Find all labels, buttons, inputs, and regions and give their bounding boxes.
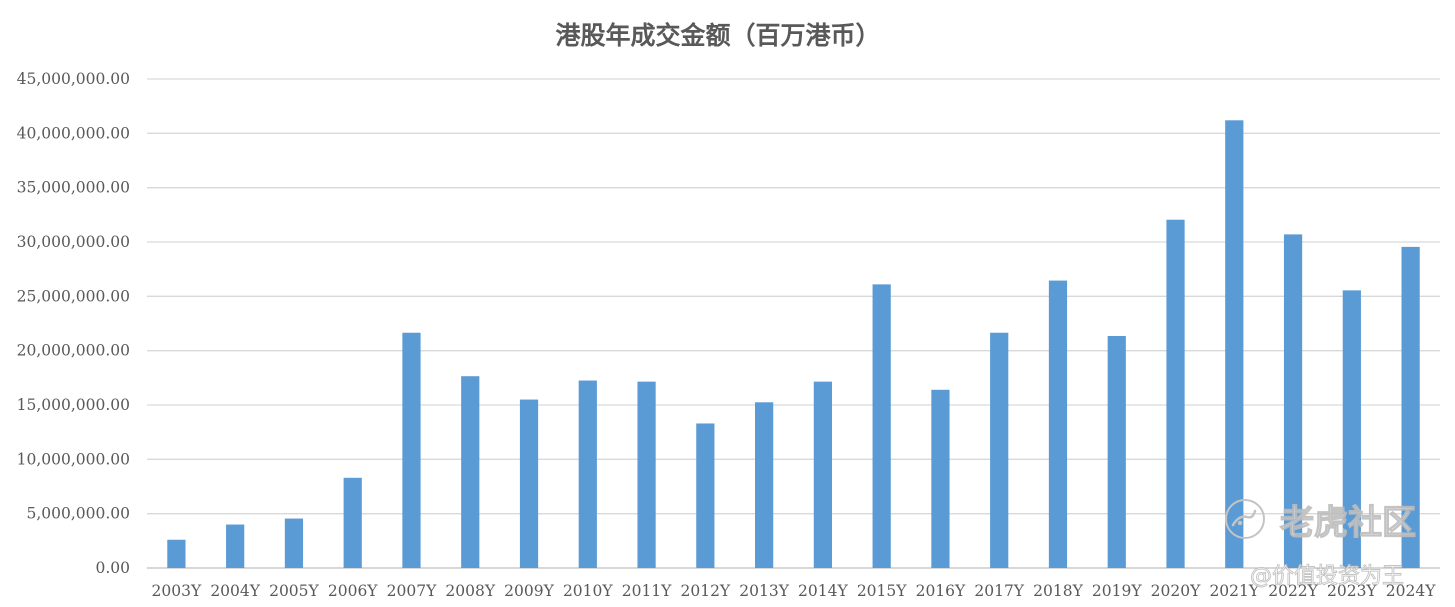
bar-2013Y: [755, 402, 774, 568]
bar-2021Y: [1225, 120, 1244, 568]
bar-2009Y: [519, 399, 539, 568]
chart-title: 港股年成交金额（百万港币）: [555, 21, 880, 50]
bar-2023Y: [1342, 290, 1361, 568]
bars: [167, 120, 1420, 569]
tiger-logo-icon: [1225, 499, 1265, 539]
x-tick-label: 2014Y: [798, 582, 848, 600]
x-tick-label: 2019Y: [1092, 582, 1142, 600]
watermark: 老虎社区 @价值投资为王: [1225, 499, 1417, 589]
bar-2011Y: [637, 381, 656, 568]
x-tick-label: 2009Y: [504, 582, 554, 600]
x-tick-label: 2017Y: [974, 582, 1024, 600]
bar-2003Y: [167, 539, 186, 568]
x-tick-label: 2003Y: [152, 582, 202, 600]
bar-2005Y: [284, 518, 304, 568]
x-tick-label: 2007Y: [387, 582, 437, 600]
x-tick-label: 2016Y: [916, 582, 966, 600]
y-tick-label: 10,000,000.00: [17, 450, 130, 468]
x-tick-label: 2020Y: [1151, 582, 1201, 600]
x-tick-label: 2024Y: [1386, 582, 1436, 600]
y-tick-label: 0.00: [95, 559, 130, 577]
x-tick-label: 2021Y: [1209, 582, 1259, 600]
bar-2014Y: [813, 381, 832, 568]
x-axis-ticks: 2003Y 2004Y 2005Y 2006Y 2007Y 2008Y 2009Y 2010Y…: [152, 582, 1437, 600]
y-tick-label: 25,000,000.00: [17, 287, 130, 305]
bar-2024Y: [1401, 246, 1420, 568]
bar-2019Y: [1107, 335, 1126, 568]
bar-2010Y: [578, 380, 597, 568]
bar-2006Y: [343, 477, 362, 568]
x-tick-label: 2013Y: [739, 582, 789, 600]
bar-2012Y: [696, 423, 715, 568]
x-tick-label: 2005Y: [269, 582, 319, 600]
watermark-author: @价值投资为王: [1250, 564, 1404, 589]
bar-2007Y: [402, 332, 421, 568]
bar-2018Y: [1048, 280, 1068, 568]
x-tick-label: 2006Y: [328, 582, 378, 600]
x-tick-label: 2012Y: [680, 582, 730, 600]
y-tick-label: 45,000,000.00: [17, 70, 130, 88]
watermark-brand: 老虎社区: [1280, 503, 1416, 543]
y-tick-label: 35,000,000.00: [17, 179, 130, 197]
y-tick-label: 20,000,000.00: [17, 342, 130, 360]
bar-2020Y: [1166, 219, 1185, 568]
gridlines: [147, 78, 1440, 569]
x-tick-label: 2015Y: [857, 582, 907, 600]
x-tick-label: 2011Y: [622, 582, 672, 600]
bar-2017Y: [990, 332, 1009, 568]
bar-2022Y: [1283, 234, 1303, 569]
y-axis-ticks: 0.00 5,000,000.00 10,000,000.00 15,000,000.…: [17, 70, 130, 577]
y-tick-label: 40,000,000.00: [17, 124, 130, 142]
x-tick-label: 2022Y: [1268, 582, 1318, 600]
bar-2004Y: [226, 524, 245, 568]
bar-2015Y: [872, 284, 891, 568]
x-tick-label: 2004Y: [210, 582, 260, 600]
bar-2008Y: [461, 376, 480, 568]
x-tick-label: 2010Y: [563, 582, 613, 600]
x-tick-label: 2018Y: [1033, 582, 1083, 600]
x-tick-label: 2008Y: [445, 582, 495, 600]
y-tick-label: 5,000,000.00: [26, 505, 130, 523]
x-tick-label: 2023Y: [1327, 582, 1377, 600]
bar-2016Y: [931, 389, 950, 568]
y-tick-label: 30,000,000.00: [17, 233, 130, 251]
y-tick-label: 15,000,000.00: [17, 396, 130, 414]
